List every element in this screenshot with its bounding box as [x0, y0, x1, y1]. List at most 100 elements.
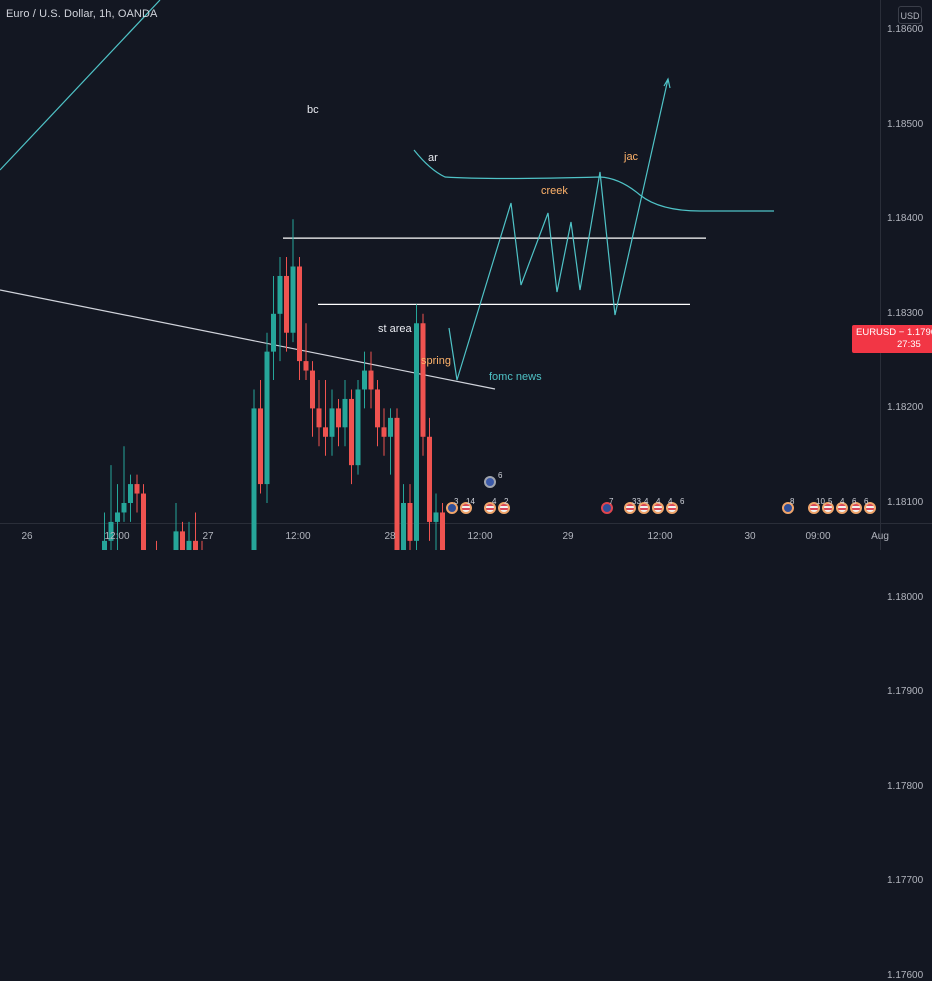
us-flag-event-icon[interactable] [836, 502, 848, 514]
candle [290, 219, 296, 343]
candle-body [108, 521, 114, 541]
us-flag-event-icon[interactable] [624, 502, 636, 514]
badge-symbol: EURUSD [856, 327, 897, 338]
us-flag-event-icon[interactable] [666, 502, 678, 514]
event-count: 3 [454, 497, 459, 506]
event-count: 6 [852, 497, 857, 506]
candle [342, 380, 348, 447]
candle-body [362, 370, 367, 390]
eu-flag-event-icon[interactable] [782, 502, 794, 514]
candle-body [440, 512, 445, 550]
us-flag-event-icon[interactable] [498, 502, 510, 514]
price-tick-label: 1.17900 [887, 686, 924, 698]
candle-body [349, 398, 354, 466]
candle-body [407, 503, 413, 541]
candle-body [284, 275, 289, 333]
candle-body [414, 323, 419, 541]
price-tick-label: 1.18000 [887, 591, 924, 603]
candle-body [433, 512, 439, 522]
us-flag-event-icon[interactable] [808, 502, 820, 514]
candle [115, 484, 120, 550]
candle [134, 474, 140, 513]
candle [440, 503, 445, 550]
candle-body [316, 408, 322, 428]
time-tick-label: 09:00 [805, 531, 831, 542]
ascending-trendline[interactable] [0, 0, 161, 171]
candle [414, 304, 419, 550]
us-flag-event-icon[interactable] [822, 502, 834, 514]
annotation-st-area[interactable]: st area [378, 323, 412, 335]
candle-body [329, 408, 335, 437]
annotation-ar[interactable]: ar [428, 152, 438, 164]
eu-flag-event-icon[interactable] [446, 502, 458, 514]
candle-body [264, 351, 270, 485]
candle-body [420, 323, 426, 437]
candle-body [336, 408, 341, 428]
price-tick-label: 1.18100 [887, 497, 924, 508]
symbol-title: Euro / U.S. Dollar, 1h, OANDA [6, 8, 158, 20]
candle [284, 257, 289, 352]
candle [329, 389, 335, 456]
germany-event-icon[interactable] [484, 476, 496, 488]
price-tick-label: 1.17600 [887, 970, 924, 981]
candle-body [323, 427, 328, 437]
badge-price: 1.17963 [906, 327, 932, 338]
candle-body [388, 417, 393, 437]
candle [156, 540, 157, 550]
annotation-creek[interactable]: creek [541, 185, 568, 197]
us-flag-event-icon[interactable] [484, 502, 496, 514]
event-count: 8 [790, 497, 795, 506]
candlestick-chart[interactable] [0, 0, 932, 550]
time-tick-label: 30 [744, 531, 756, 542]
candle [251, 389, 257, 550]
event-count: 4 [840, 497, 845, 506]
candle [193, 512, 198, 550]
candle [108, 465, 114, 550]
annotation-spring[interactable]: spring [421, 355, 451, 367]
candle [303, 323, 309, 381]
candle-body [401, 503, 406, 550]
projected-path[interactable] [448, 78, 669, 381]
candle-body [193, 540, 198, 550]
us-flag-event-icon[interactable] [864, 502, 876, 514]
annotation-bc[interactable]: bc [307, 104, 319, 116]
candle [349, 389, 354, 485]
candle [310, 361, 315, 437]
us-flag-event-icon[interactable] [652, 502, 664, 514]
event-count: 33 [632, 497, 641, 506]
candle-body [173, 531, 179, 550]
annotation-jac[interactable]: jac [624, 151, 639, 163]
candle [277, 257, 283, 362]
candle-body [368, 370, 374, 390]
candle-body [102, 540, 107, 550]
time-tick-label: 12:00 [467, 531, 493, 542]
candle-body [141, 493, 146, 550]
event-count: 14 [466, 497, 475, 506]
time-tick-label: 26 [21, 531, 33, 542]
candle-body [121, 503, 127, 513]
us-flag-event-icon[interactable] [460, 502, 472, 514]
candle-body [355, 389, 361, 466]
annotation-fomc-news[interactable]: fomc news [489, 371, 542, 383]
event-count: 4 [668, 497, 673, 506]
price-tick-label: 1.17800 [887, 780, 924, 792]
time-tick-label: 12:00 [647, 531, 673, 542]
eu-flag-event-icon[interactable] [601, 502, 613, 514]
candle [180, 521, 185, 550]
descending-trendline[interactable] [0, 289, 496, 390]
candle [368, 351, 374, 409]
candle-body [381, 427, 387, 437]
creek-curve[interactable] [413, 149, 774, 212]
candle [427, 417, 432, 541]
event-count: 6 [680, 497, 685, 506]
candle-body [342, 398, 348, 428]
currency-button[interactable]: USD [898, 6, 922, 24]
event-count: 10 [816, 497, 825, 506]
time-tick-label: Aug [871, 531, 889, 542]
candle [420, 313, 426, 456]
us-flag-event-icon[interactable] [638, 502, 650, 514]
candle-body [186, 540, 192, 550]
us-flag-event-icon[interactable] [850, 502, 862, 514]
candle [381, 408, 387, 456]
